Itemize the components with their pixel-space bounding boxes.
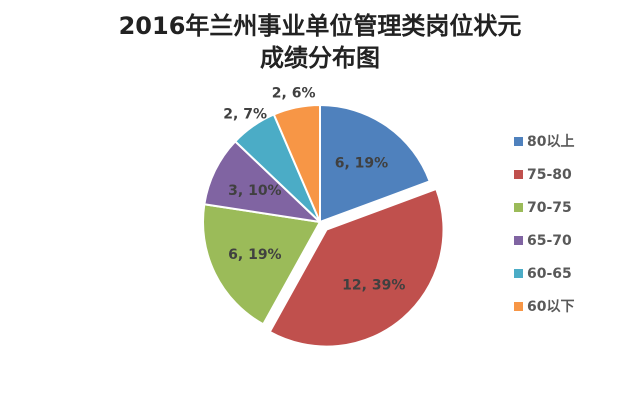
data-label: 2, 6%: [272, 86, 316, 102]
data-label: 3, 10%: [228, 183, 281, 199]
pie-slice-70-75: [202, 203, 322, 326]
legend-swatch: [514, 170, 523, 179]
chart-title-line-1: 2016年兰州事业单位管理类岗位状元: [119, 12, 522, 40]
legend-label: 70-75: [527, 200, 572, 216]
chart-title-line-2: 成绩分布图: [260, 44, 380, 72]
data-label: 6, 19%: [228, 247, 281, 263]
legend-label: 80以上: [527, 134, 574, 150]
legend-swatch: [514, 269, 523, 278]
legend-swatch: [514, 236, 523, 245]
pie-slice-75-80: [268, 187, 445, 348]
legend-swatch: [514, 203, 523, 212]
legend-label: 75-80: [527, 167, 572, 183]
pie-slice-80以上: [319, 103, 432, 224]
legend-swatch: [514, 302, 523, 311]
data-label: 12, 39%: [342, 278, 405, 294]
legend-label: 65-70: [527, 233, 572, 249]
legend-label: 60-65: [527, 266, 572, 282]
legend-label: 60以下: [527, 299, 574, 315]
legend-swatch: [514, 137, 523, 146]
data-label: 2, 7%: [223, 106, 267, 122]
data-label: 6, 19%: [335, 155, 388, 171]
pie-slice-60以下: [272, 103, 321, 223]
